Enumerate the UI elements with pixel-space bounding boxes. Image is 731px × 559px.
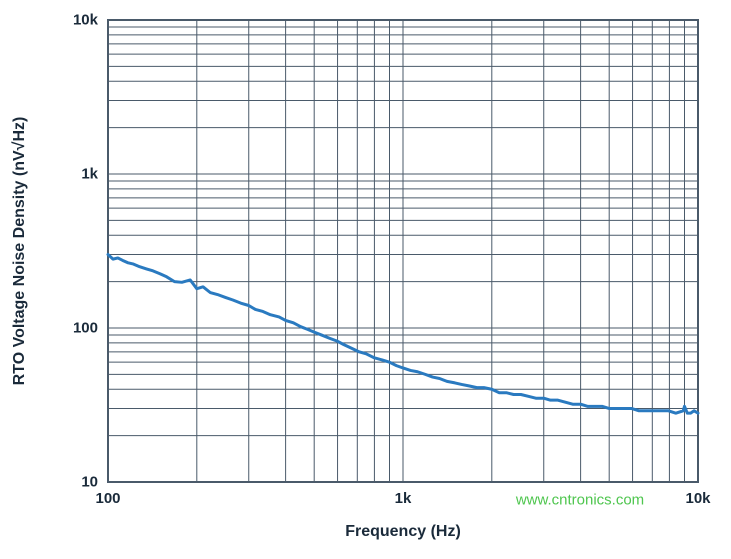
x-tick-label: 100 [95,490,120,507]
y-tick-label: 10 [58,474,98,491]
x-tick-label: 10k [685,490,710,507]
watermark: www.cntronics.com [516,492,644,509]
y-tick-label: 100 [58,320,98,337]
noise-density-chart: RTO Voltage Noise Density (nV√Hz) Freque… [0,0,731,559]
x-tick-label: 1k [395,490,412,507]
y-tick-label: 1k [58,166,98,183]
y-tick-label: 10k [58,12,98,29]
y-axis-label: RTO Voltage Noise Density (nV√Hz) [11,117,29,386]
plot-area [108,20,698,482]
plot-svg [108,20,698,482]
x-axis-label: Frequency (Hz) [345,523,461,541]
